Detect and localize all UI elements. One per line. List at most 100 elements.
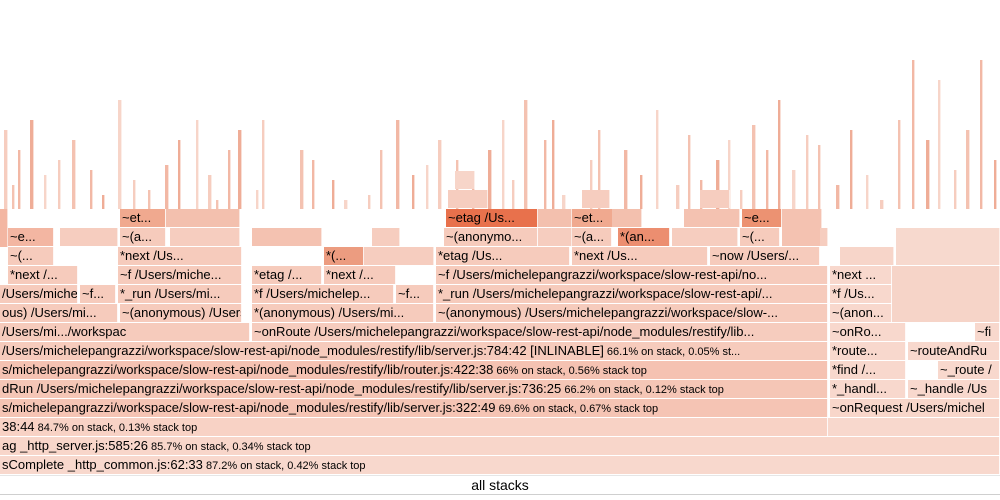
- frame-anon-d[interactable]: ~(anonymous) /Users/michelepangrazzi/wor…: [436, 304, 828, 322]
- frame-star-an[interactable]: *(an...: [618, 228, 670, 246]
- flame-spike: [688, 135, 691, 209]
- flame-spike: [954, 170, 957, 209]
- frame-run-a[interactable]: *_run /Users/mi...: [118, 285, 242, 303]
- frame-onrequest[interactable]: ~onRequest /Users/michel: [830, 399, 1000, 417]
- frame-anon-a2[interactable]: ~(a...: [120, 228, 166, 246]
- frame-next-us-a[interactable]: *next /Us...: [118, 247, 242, 265]
- flame-spike: [44, 175, 47, 209]
- flame-spike: [90, 170, 93, 209]
- frame-fi[interactable]: ~fi: [975, 323, 1000, 341]
- frame-handle[interactable]: ~_handle /Us: [908, 380, 1000, 398]
- flame-spike: [778, 100, 781, 209]
- root-divider: [0, 494, 1000, 495]
- frame-star-anon[interactable]: *(...: [324, 247, 364, 265]
- frame-anon-left[interactable]: /Users/mi.../workspac: [0, 323, 250, 341]
- flame-spike: [598, 130, 601, 209]
- flame-spike: [426, 165, 429, 209]
- flame-spike: [938, 80, 941, 209]
- root-frame[interactable]: all stacks: [0, 475, 1000, 495]
- frame-users-michele[interactable]: /Users/michele...: [0, 285, 78, 303]
- frame-f-short[interactable]: ~f...: [80, 285, 116, 303]
- frame-http-common[interactable]: sComplete _http_common.js:62:33 87.2% on…: [0, 456, 1000, 474]
- flame-spike: [880, 200, 884, 209]
- frame-anon-a3[interactable]: ~(a...: [572, 228, 612, 246]
- frame-anon-a[interactable]: ous) /Users/mi...: [0, 304, 118, 322]
- flame-filler: [782, 209, 822, 246]
- frame-etag-hot[interactable]: ~etag /Us...: [446, 209, 538, 227]
- flame-spike: [590, 160, 593, 209]
- frame-emit-other[interactable]: [828, 418, 1000, 436]
- frame-now[interactable]: ~now /Users/...: [710, 247, 820, 265]
- frame-next-c[interactable]: *next ...: [830, 266, 892, 284]
- frame-f-michelep[interactable]: *f /Users/michelep...: [252, 285, 394, 303]
- frame-f-us[interactable]: *f /Us...: [830, 285, 892, 303]
- frame-anon-short[interactable]: ~(...: [8, 247, 54, 265]
- frame-handl[interactable]: *_handl...: [830, 380, 906, 398]
- flame-filler: [700, 190, 730, 208]
- flame-spike: [178, 140, 181, 209]
- frame-next-b[interactable]: *next /...: [324, 266, 396, 284]
- flame-spike: [552, 120, 555, 209]
- frame-emit[interactable]: 38:44 84.7% on stack, 0.13% stack top: [0, 418, 828, 436]
- frame-run-b[interactable]: *_run /Users/michelepangrazzi/workspace/…: [436, 285, 828, 303]
- flame-spike: [30, 120, 34, 209]
- flame-spike: [58, 160, 61, 209]
- frame-server-322[interactable]: s/michelepangrazzi/workspace/slow-rest-a…: [0, 399, 828, 417]
- frame-onroute[interactable]: ~onRoute /Users/michelepangrazzi/workspa…: [252, 323, 828, 341]
- flame-spike: [118, 100, 122, 209]
- flame-spike: [562, 195, 566, 209]
- frame-f-node[interactable]: ~f /Users/michelepangrazzi/workspace/slo…: [436, 266, 828, 284]
- frame-anon-a4[interactable]: ~(...: [740, 228, 780, 246]
- frame-route[interactable]: ~_route /: [938, 361, 1000, 379]
- frame-etag-a[interactable]: *etag /...: [252, 266, 322, 284]
- frame-onro[interactable]: ~onRo...: [830, 323, 906, 341]
- flame-spike: [396, 120, 400, 209]
- frame-e-b[interactable]: ~e...: [742, 209, 782, 227]
- flame-filler: [0, 209, 8, 247]
- flame-spike: [898, 120, 901, 209]
- flame-filler: [448, 190, 488, 208]
- frame-server-784[interactable]: /Users/michelepangrazzi/workspace/slow-r…: [0, 342, 828, 360]
- flame-spike: [344, 200, 348, 209]
- frame-routeandrun[interactable]: ~routeAndRu: [908, 342, 1000, 360]
- flame-spike: [766, 150, 769, 209]
- flame-spike: [196, 120, 199, 209]
- flame-spike: [966, 130, 970, 209]
- frame-route-short[interactable]: *route...: [830, 342, 906, 360]
- flame-spike: [368, 195, 371, 209]
- flame-spike: [850, 130, 853, 209]
- frame-anon-e[interactable]: ~(anon...: [830, 304, 892, 322]
- frame-anonymo[interactable]: ~(anonymo...: [444, 228, 538, 246]
- frame-etag-us[interactable]: *etag /Us...: [436, 247, 570, 265]
- flame-spike: [866, 175, 869, 209]
- flame-spike: [502, 120, 505, 209]
- frame-router-422[interactable]: s/michelepangrazzi/workspace/slow-rest-a…: [0, 361, 828, 379]
- flame-filler: [364, 247, 434, 265]
- flame-spike: [656, 110, 659, 209]
- flame-spike: [836, 185, 840, 209]
- flame-spike: [4, 130, 8, 209]
- frame-http-server[interactable]: ag _http_server.js:585:26 85.7% on stack…: [0, 437, 1000, 455]
- flame-spike: [133, 180, 136, 209]
- flame-spike: [18, 150, 21, 209]
- flame-spike: [148, 190, 151, 209]
- flame-filler: [538, 209, 572, 227]
- frame-et-a[interactable]: ~et...: [120, 209, 166, 227]
- flame-spike: [716, 160, 720, 209]
- frame-et-b[interactable]: ~et...: [572, 209, 618, 227]
- frame-anon-c[interactable]: *(anonymous) /Users/mi...: [252, 304, 434, 322]
- frame-e-a[interactable]: ~e...: [8, 228, 54, 246]
- frame-next-us-b[interactable]: *next /Us...: [572, 247, 708, 265]
- frame-f-miche[interactable]: ~f /Users/miche...: [118, 266, 242, 284]
- flame-spike: [488, 150, 492, 209]
- frame-server-736[interactable]: dRun /Users/michelepangrazzi/workspace/s…: [0, 380, 828, 398]
- flame-filler: [170, 228, 240, 246]
- frame-find[interactable]: *find /...: [830, 361, 906, 379]
- frame-f-short-b[interactable]: ~f...: [396, 285, 434, 303]
- flame-spike: [312, 160, 315, 209]
- flame-spike: [72, 140, 76, 209]
- flame-spike: [256, 190, 259, 209]
- flame-spike: [262, 120, 265, 209]
- frame-next-a[interactable]: *next /...: [8, 266, 78, 284]
- frame-anon-b[interactable]: ~(anonymous) /Users/mi...: [120, 304, 242, 322]
